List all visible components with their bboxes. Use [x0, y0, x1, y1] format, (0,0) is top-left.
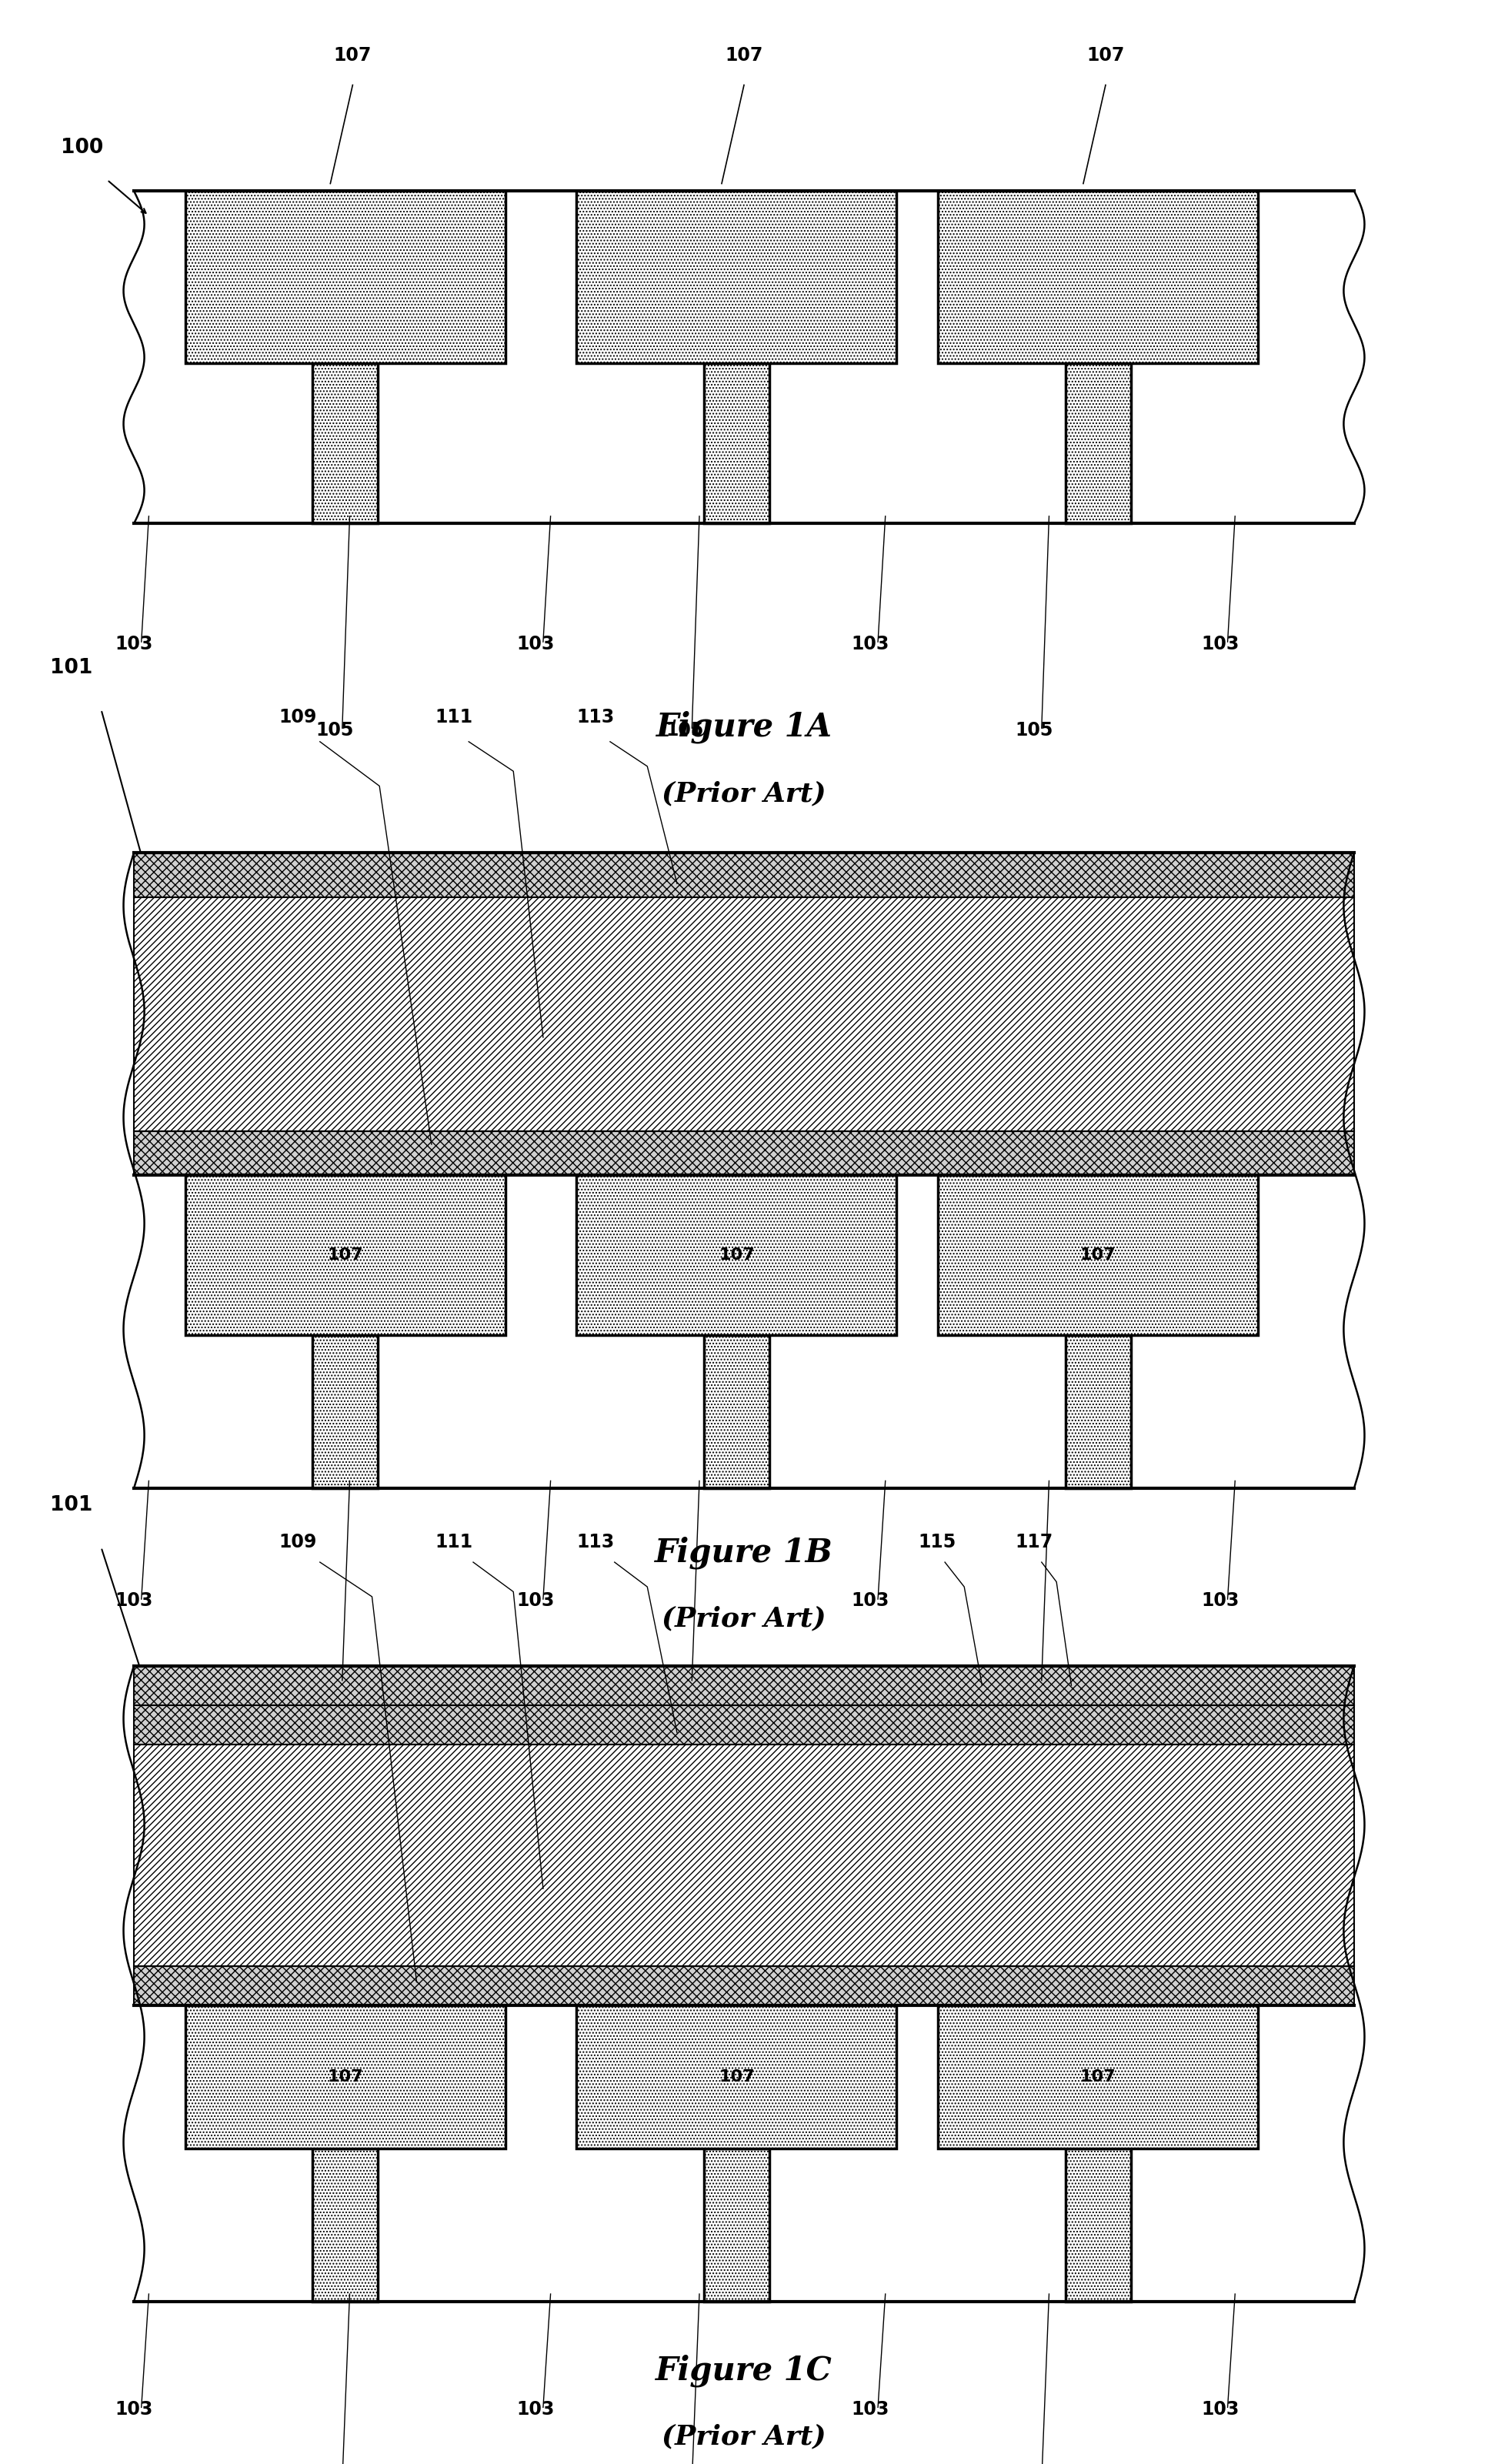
Bar — [134, 897, 1354, 1131]
Text: 107: 107 — [1086, 47, 1125, 64]
Bar — [939, 1175, 1259, 1335]
Bar — [186, 2006, 506, 2149]
Text: 109: 109 — [278, 707, 317, 727]
Text: 111: 111 — [434, 707, 473, 727]
Text: 103: 103 — [516, 2400, 555, 2417]
Text: (Prior Art): (Prior Art) — [662, 1607, 826, 1631]
Bar — [704, 2149, 769, 2301]
Text: 107: 107 — [719, 1247, 754, 1264]
Bar — [186, 1175, 506, 1335]
Bar — [312, 1335, 378, 1488]
Text: 105: 105 — [315, 722, 354, 739]
Bar — [704, 1335, 769, 1488]
Text: Figure 1A: Figure 1A — [656, 710, 832, 744]
Text: 111: 111 — [434, 1533, 473, 1552]
Bar — [312, 362, 378, 522]
Bar — [939, 2006, 1259, 2149]
Text: (Prior Art): (Prior Art) — [662, 781, 826, 806]
Bar — [577, 2006, 897, 2149]
Bar — [134, 853, 1354, 897]
Bar — [1065, 2149, 1131, 2301]
Text: (Prior Art): (Prior Art) — [662, 2425, 826, 2449]
Text: 105: 105 — [665, 1673, 704, 1690]
Bar — [186, 190, 506, 362]
Text: 103: 103 — [1201, 1592, 1240, 1609]
Bar — [577, 1175, 897, 1335]
Text: 103: 103 — [1201, 2400, 1240, 2417]
Text: 107: 107 — [1080, 2070, 1116, 2085]
Text: 103: 103 — [115, 2400, 153, 2417]
Bar — [577, 1175, 897, 1335]
Bar — [186, 2006, 506, 2149]
Bar — [577, 190, 897, 362]
Text: 107: 107 — [327, 1247, 363, 1264]
Bar — [312, 1335, 378, 1488]
Text: 103: 103 — [115, 1592, 153, 1609]
Text: 113: 113 — [576, 1533, 615, 1552]
Bar — [577, 2006, 897, 2149]
Bar — [186, 190, 506, 362]
Text: 107: 107 — [333, 47, 372, 64]
Bar — [939, 2006, 1259, 2149]
Bar — [134, 192, 1354, 522]
Bar — [704, 1335, 769, 1488]
Text: 103: 103 — [851, 633, 890, 653]
Bar — [134, 1131, 1354, 1175]
Bar — [939, 190, 1259, 362]
Bar — [312, 2149, 378, 2301]
Bar — [1065, 1335, 1131, 1488]
Bar — [939, 190, 1259, 362]
Bar — [312, 2149, 378, 2301]
Text: 105: 105 — [1015, 722, 1054, 739]
Text: 113: 113 — [576, 707, 615, 727]
Text: Figure 1C: Figure 1C — [656, 2353, 832, 2388]
Bar — [134, 1666, 1354, 1705]
Text: 105: 105 — [665, 722, 704, 739]
Bar — [704, 362, 769, 522]
Bar — [312, 362, 378, 522]
Text: 103: 103 — [851, 1592, 890, 1609]
Text: 109: 109 — [278, 1533, 317, 1552]
Text: 103: 103 — [516, 633, 555, 653]
Text: 107: 107 — [327, 2070, 363, 2085]
Text: 107: 107 — [719, 2070, 754, 2085]
Bar — [186, 1175, 506, 1335]
Text: 117: 117 — [1015, 1533, 1054, 1552]
Bar — [134, 1175, 1354, 1488]
Text: 100: 100 — [61, 138, 103, 158]
Bar — [134, 1705, 1354, 1745]
Bar — [1065, 362, 1131, 522]
Text: 115: 115 — [918, 1533, 957, 1552]
Text: Figure 1B: Figure 1B — [655, 1535, 833, 1570]
Bar — [1065, 362, 1131, 522]
Text: 105: 105 — [315, 1673, 354, 1690]
Text: 103: 103 — [851, 2400, 890, 2417]
Bar — [704, 362, 769, 522]
Bar — [1065, 2149, 1131, 2301]
Bar — [1065, 1335, 1131, 1488]
Bar — [704, 2149, 769, 2301]
Text: 101: 101 — [51, 1496, 92, 1515]
Bar — [134, 1745, 1354, 1966]
Bar — [134, 2006, 1354, 2301]
Text: 103: 103 — [1201, 633, 1240, 653]
Text: 101: 101 — [51, 658, 92, 678]
Text: 107: 107 — [725, 47, 763, 64]
Bar — [577, 190, 897, 362]
Text: 103: 103 — [115, 633, 153, 653]
Bar — [134, 1966, 1354, 2006]
Text: 103: 103 — [516, 1592, 555, 1609]
Text: 107: 107 — [1080, 1247, 1116, 1264]
Text: 105: 105 — [1015, 1673, 1054, 1690]
Bar — [939, 1175, 1259, 1335]
